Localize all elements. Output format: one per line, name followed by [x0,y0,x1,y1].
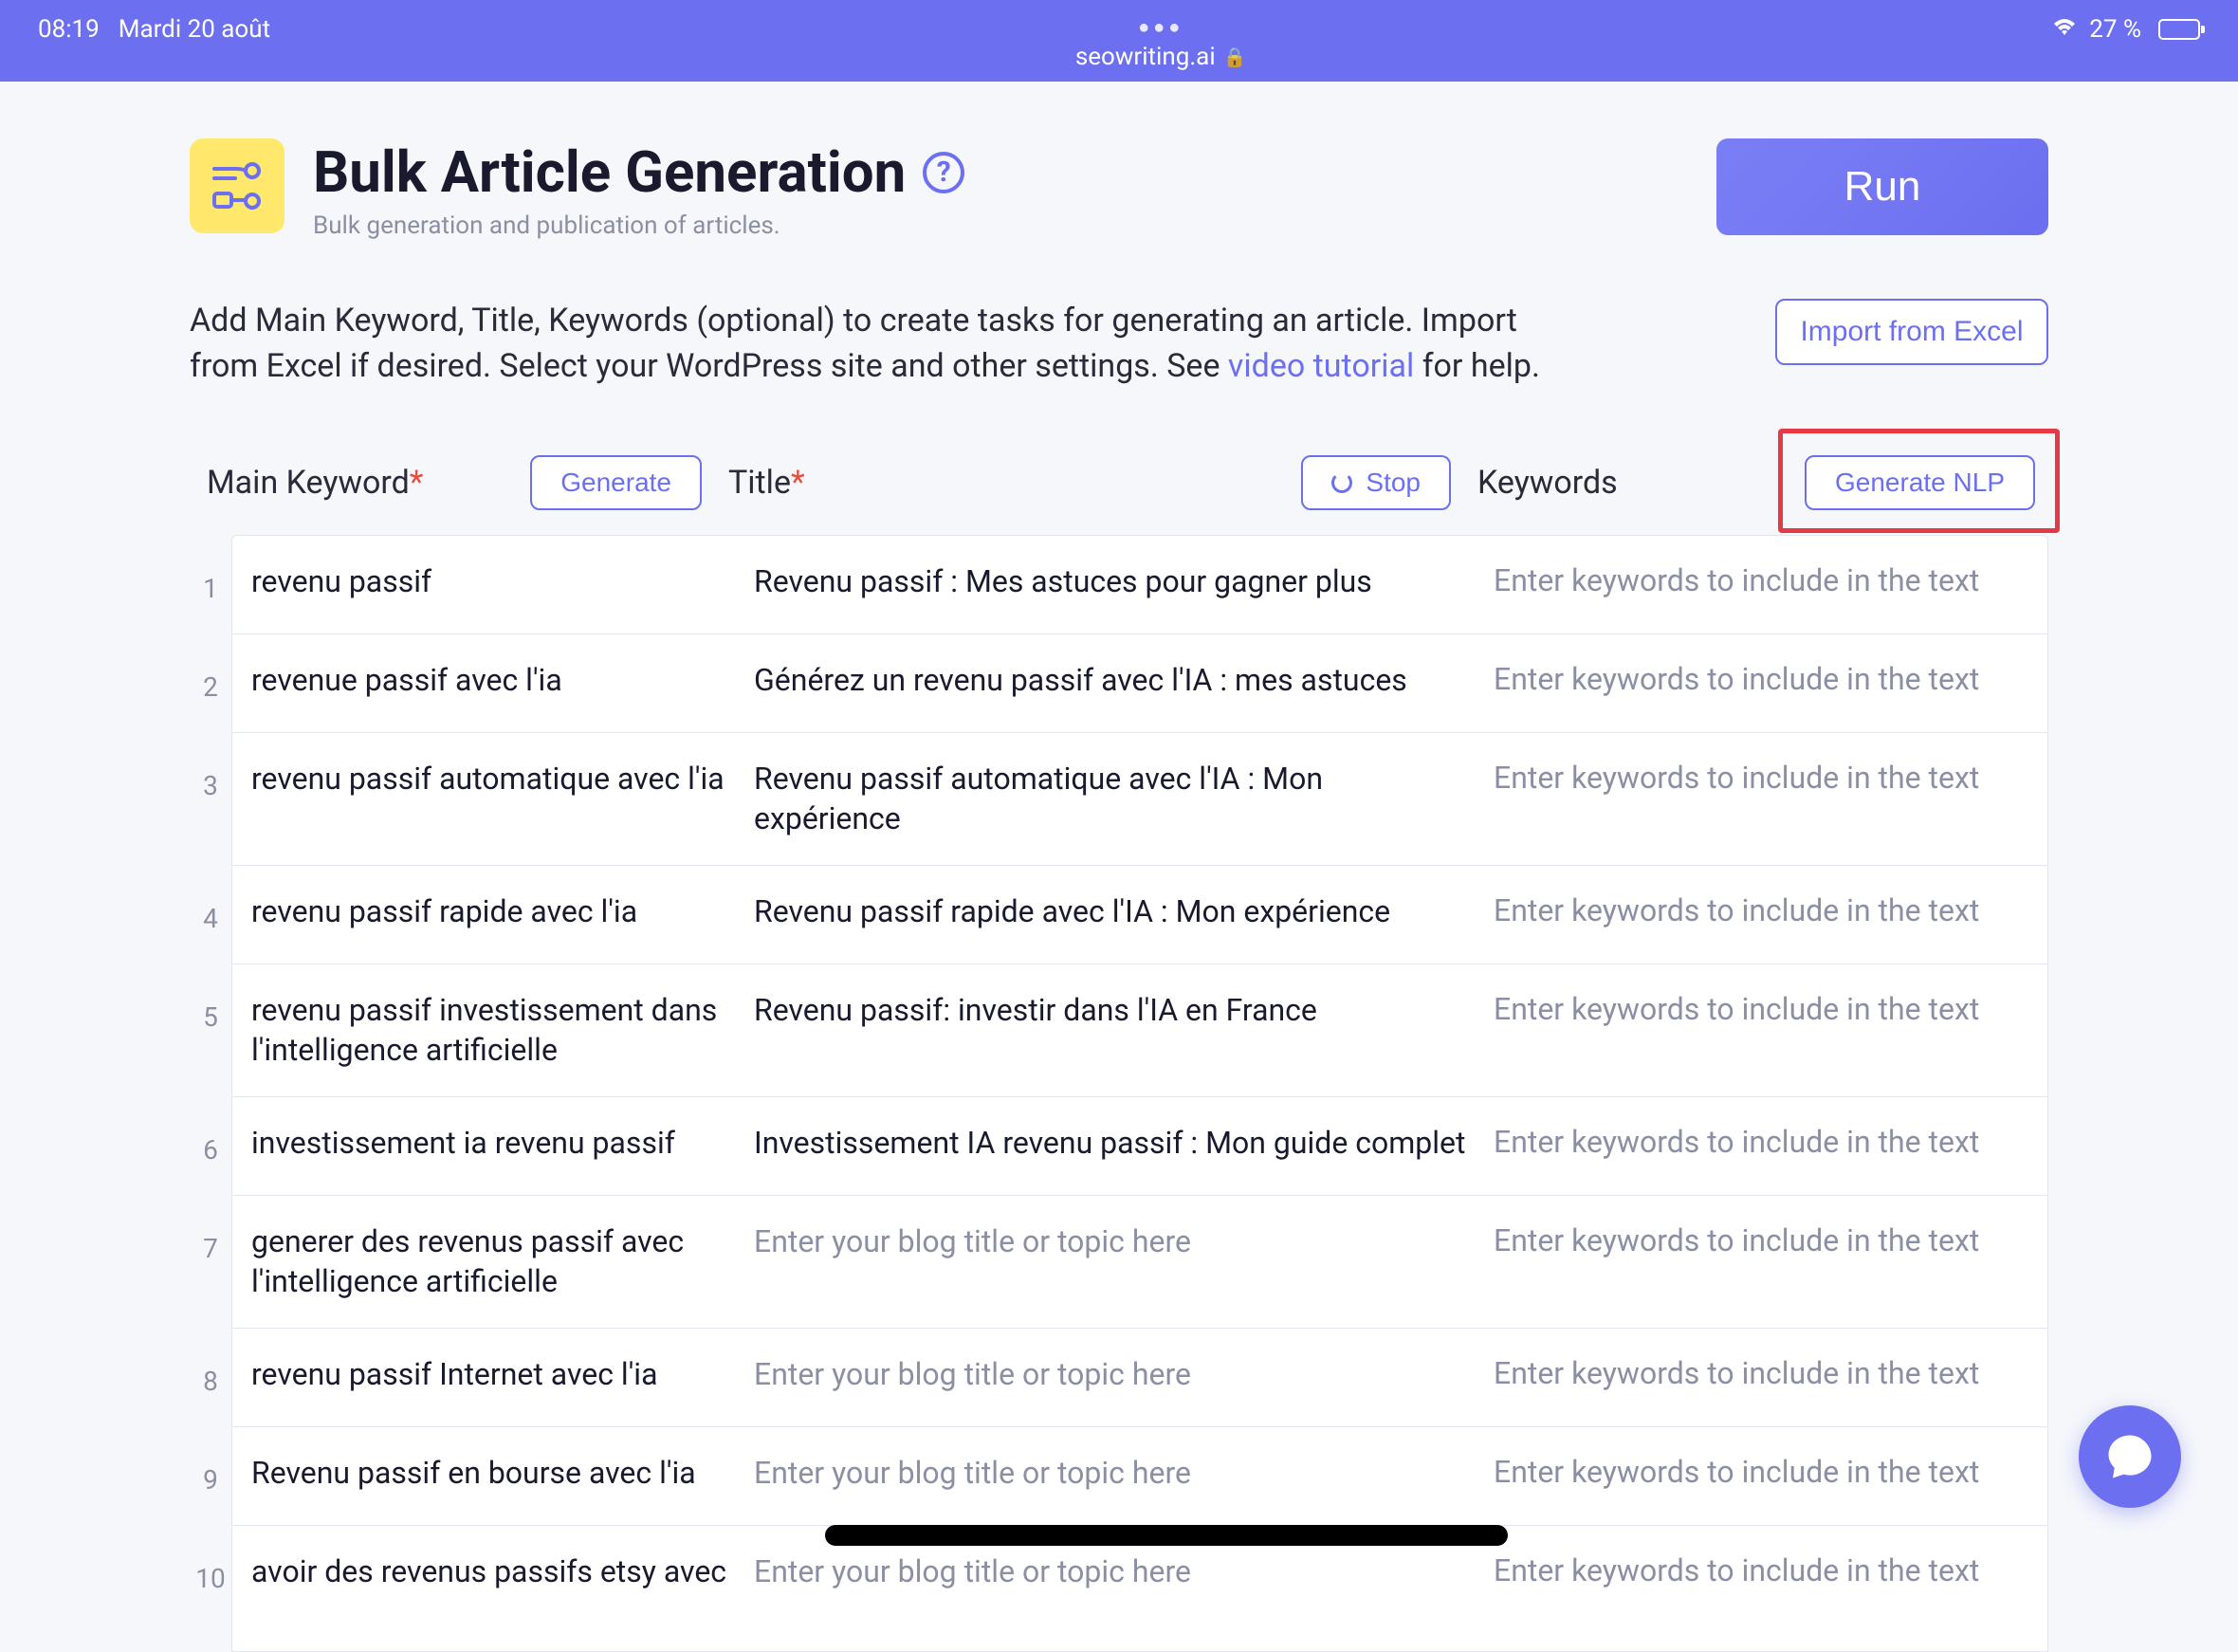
keywords-input[interactable]: Enter keywords to include in the text [1494,991,2028,1027]
page-icon [190,138,284,233]
title-input[interactable]: Revenu passif: investir dans l'IA en Fra… [754,991,1494,1031]
chat-button[interactable] [2079,1405,2181,1508]
row-number: 7 [190,1223,231,1356]
col-keywords-label: Keywords [1477,464,1618,502]
table-row: generer des revenus passif avec l'intell… [232,1196,2047,1329]
battery-icon [2153,19,2200,40]
title-input[interactable]: Investissement IA revenu passif : Mon gu… [754,1124,1494,1164]
required-asterisk: * [791,464,805,502]
keywords-input[interactable]: Enter keywords to include in the text [1494,562,2028,598]
table-row: revenue passif avec l'iaGénérez un reven… [232,634,2047,733]
import-excel-button[interactable]: Import from Excel [1775,299,2048,365]
main-keyword-input[interactable]: revenu passif [251,562,754,602]
status-time: 08:19 [38,15,100,44]
table-row: revenu passif automatique avec l'iaReven… [232,733,2047,866]
table-row: Revenu passif en bourse avec l'iaEnter y… [232,1427,2047,1526]
main-keyword-input[interactable]: generer des revenus passif avec l'intell… [251,1222,754,1301]
description-after: for help. [1414,347,1540,385]
wifi-icon [2051,16,2078,43]
keywords-input[interactable]: Enter keywords to include in the text [1494,661,2028,697]
status-center: ●●● seowriting.ai 🔒 [270,15,2051,71]
main-keyword-input[interactable]: revenu passif rapide avec l'ia [251,892,754,932]
run-button[interactable]: Run [1716,138,2048,235]
keywords-input[interactable]: Enter keywords to include in the text [1494,1552,2028,1588]
status-date: Mardi 20 août [119,15,270,44]
row-number: 6 [190,1125,231,1223]
required-asterisk: * [410,464,424,502]
row-number: 8 [190,1356,231,1455]
row-number: 5 [190,992,231,1125]
main-keyword-input[interactable]: revenu passif automatique avec l'ia [251,760,754,799]
main-keyword-input[interactable]: revenu passif investissement dans l'inte… [251,991,754,1070]
keywords-input[interactable]: Enter keywords to include in the text [1494,1454,2028,1490]
table-row: revenu passif investissement dans l'inte… [232,964,2047,1097]
page-subtitle: Bulk generation and publication of artic… [313,211,964,240]
url-text: seowriting.ai [1075,43,1216,71]
redaction-bar [825,1525,1508,1546]
help-icon[interactable]: ? [923,152,964,193]
keywords-input[interactable]: Enter keywords to include in the text [1494,760,2028,796]
main-keyword-input[interactable]: investissement ia revenu passif [251,1124,754,1164]
table-row: revenu passifRevenu passif : Mes astuces… [232,536,2047,634]
title-input[interactable]: Enter your blog title or topic here [754,1552,1494,1592]
main-keyword-input[interactable]: revenu passif Internet avec l'ia [251,1355,754,1395]
main-keyword-input[interactable]: revenue passif avec l'ia [251,661,754,701]
keywords-input[interactable]: Enter keywords to include in the text [1494,1222,2028,1258]
status-right: 27 % [2051,15,2200,44]
tab-dots-icon: ●●● [270,15,2051,39]
page-title: Bulk Article Generation ? [313,138,964,206]
stop-button[interactable]: Stop [1301,455,1451,510]
row-number: 2 [190,662,231,761]
row-number: 9 [190,1455,231,1553]
status-left: 08:19 Mardi 20 août [38,15,270,44]
table-row: investissement ia revenu passifInvestiss… [232,1097,2047,1196]
keywords-input[interactable]: Enter keywords to include in the text [1494,892,2028,928]
main-keyword-input[interactable]: Revenu passif en bourse avec l'ia [251,1454,754,1494]
col-title-label: Title* [728,464,805,502]
table-row: revenu passif Internet avec l'iaEnter yo… [232,1329,2047,1427]
battery-percent: 27 % [2089,15,2141,44]
row-number: 10 [190,1553,231,1652]
keywords-input[interactable]: Enter keywords to include in the text [1494,1124,2028,1160]
keywords-input[interactable]: Enter keywords to include in the text [1494,1355,2028,1391]
description-text: Add Main Keyword, Title, Keywords (optio… [190,299,1593,389]
chat-icon [2104,1431,2155,1482]
row-number: 4 [190,893,231,992]
title-input[interactable]: Revenu passif automatique avec l'IA : Mo… [754,760,1494,838]
title-input[interactable]: Revenu passif : Mes astuces pour gagner … [754,562,1494,602]
row-number: 3 [190,761,231,893]
page-title-text: Bulk Article Generation [313,138,906,206]
col-main-keyword-label: Main Keyword* [207,464,423,502]
generate-button[interactable]: Generate [530,455,702,510]
table-row: revenu passif rapide avec l'iaRevenu pas… [232,866,2047,964]
lock-icon: 🔒 [1223,46,1247,68]
title-input[interactable]: Enter your blog title or topic here [754,1222,1494,1262]
title-input[interactable]: Revenu passif rapide avec l'IA : Mon exp… [754,892,1494,932]
spinner-icon [1331,472,1352,493]
title-input[interactable]: Générez un revenu passif avec l'IA : mes… [754,661,1494,701]
main-keyword-input[interactable]: avoir des revenus passifs etsy avec [251,1552,754,1592]
video-tutorial-link[interactable]: video tutorial [1228,347,1414,385]
row-number: 1 [190,563,231,662]
title-input[interactable]: Enter your blog title or topic here [754,1454,1494,1494]
status-bar: 08:19 Mardi 20 août ●●● seowriting.ai 🔒 … [0,0,2238,82]
address-bar[interactable]: seowriting.ai 🔒 [270,43,2051,71]
title-input[interactable]: Enter your blog title or topic here [754,1355,1494,1395]
stop-label: Stop [1366,468,1421,498]
generate-nlp-button[interactable]: Generate NLP [1805,455,2035,510]
